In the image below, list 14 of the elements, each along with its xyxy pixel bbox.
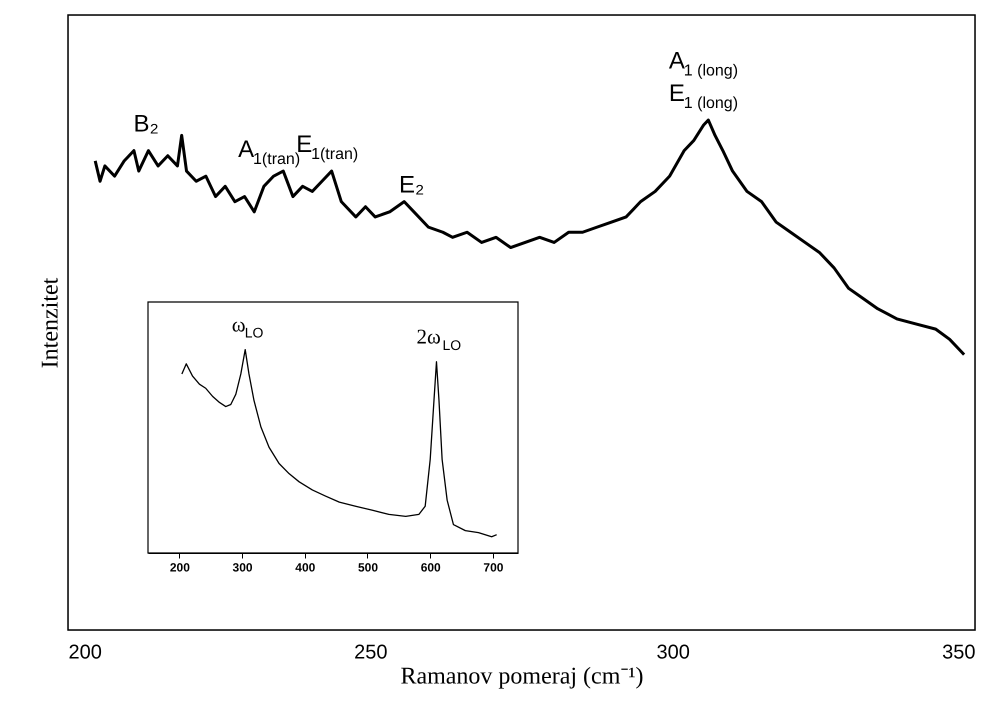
x-axis-title: Ramanov pomeraj (cm⁻¹) [400, 664, 644, 690]
y-axis-title: Intenzitet [38, 277, 64, 368]
x-tick-label: 400 [295, 560, 316, 574]
x-tick-label: 300 [232, 560, 253, 574]
x-tick-label: 300 [656, 642, 690, 664]
x-tick-label: 200 [170, 560, 190, 574]
x-tick-label: 350 [942, 642, 976, 664]
x-tick-label: 500 [358, 560, 378, 574]
annotation: E₂ [398, 172, 424, 199]
annotation: B₂ [134, 110, 159, 138]
x-tick-label: 600 [420, 560, 442, 574]
x-tick-label: 700 [483, 560, 504, 574]
x-tick-label: 200 [68, 642, 102, 664]
x-tick-label: 250 [354, 642, 388, 664]
